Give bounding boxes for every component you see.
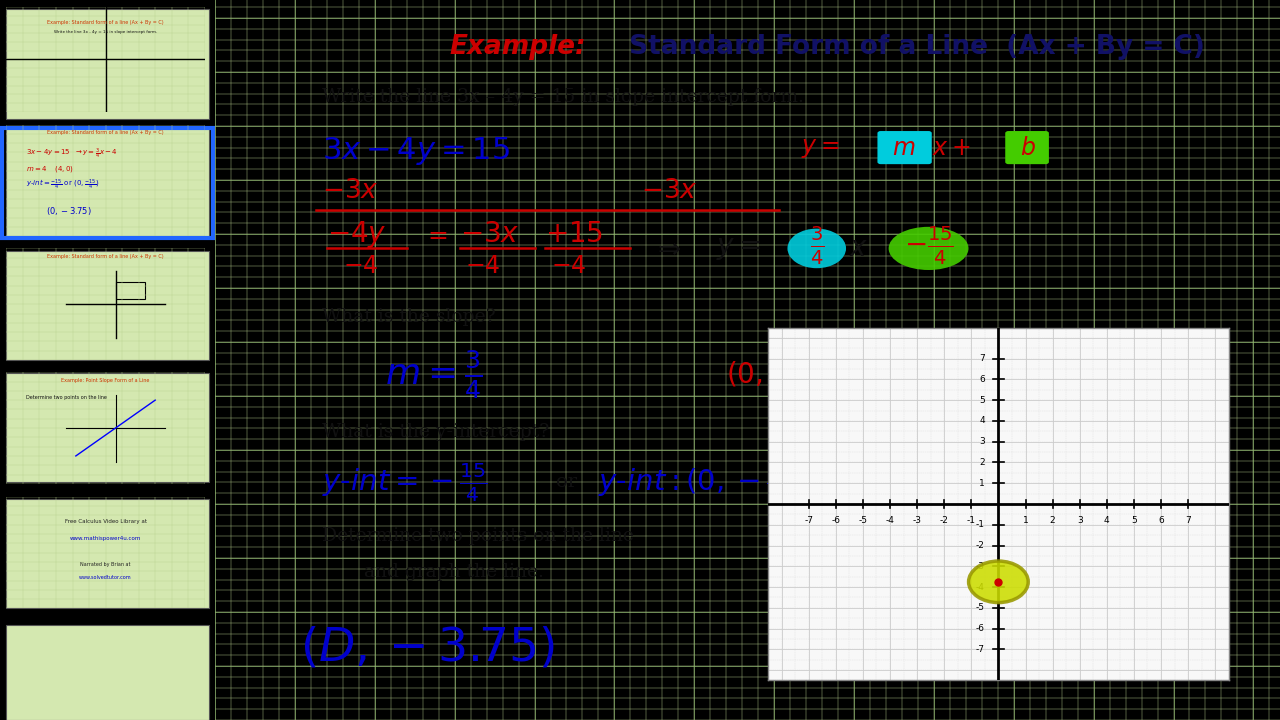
Text: www.mathispower4u.com: www.mathispower4u.com: [70, 536, 141, 541]
Text: Write the line 3x – 4y = 15 in slope intercept form.: Write the line 3x – 4y = 15 in slope int…: [321, 88, 804, 106]
Text: $m$: $m$: [892, 135, 915, 160]
Text: $b$: $b$: [1020, 135, 1036, 160]
Text: -7: -7: [804, 516, 813, 526]
Text: $-\frac{15}{4}$: $-\frac{15}{4}$: [904, 225, 954, 267]
Text: 4: 4: [979, 416, 984, 426]
Text: $(0,-3.75)$: $(0,-3.75)$: [46, 205, 92, 217]
Text: 2: 2: [1050, 516, 1056, 526]
FancyBboxPatch shape: [1005, 131, 1048, 164]
Text: Example: Standard form of a line (Ax + By = C): Example: Standard form of a line (Ax + B…: [47, 254, 164, 259]
Text: $(0,-3.75)$: $(0,-3.75)$: [726, 360, 873, 389]
Text: -3: -3: [913, 516, 922, 526]
Text: 5: 5: [979, 396, 984, 405]
Text: 1: 1: [979, 479, 984, 487]
Text: -1: -1: [966, 516, 975, 526]
Text: Example:: Example:: [449, 34, 586, 60]
Text: 6: 6: [1158, 516, 1164, 526]
Text: $y\text{-}int:(0,-\frac{15}{4})$: $y\text{-}int:(0,-\frac{15}{4})$: [599, 461, 808, 504]
Text: $y = $: $y = $: [801, 135, 840, 160]
Text: 5: 5: [1132, 516, 1137, 526]
FancyBboxPatch shape: [6, 251, 209, 360]
Text: 2: 2: [979, 458, 984, 467]
Text: What is the slope?: What is the slope?: [321, 308, 495, 325]
Text: $y\text{-}int = -\frac{15}{4}$: $y\text{-}int = -\frac{15}{4}$: [321, 461, 488, 504]
Text: $-3x$: $-3x$: [641, 178, 698, 204]
FancyBboxPatch shape: [6, 128, 209, 238]
Text: $y\text{-}int = \frac{-15}{4}$ or $(0,\frac{-15}{4})$: $y\text{-}int = \frac{-15}{4}$ or $(0,\f…: [27, 178, 100, 192]
FancyBboxPatch shape: [6, 373, 209, 482]
Text: $\frac{3}{4}$: $\frac{3}{4}$: [809, 225, 824, 267]
Text: -2: -2: [940, 516, 948, 526]
Text: Narrated by Brian at: Narrated by Brian at: [81, 562, 131, 567]
Text: $3x-4y=15$  $\rightarrow y=\frac{3}{4}x-4$: $3x-4y=15$ $\rightarrow y=\frac{3}{4}x-4…: [27, 147, 118, 161]
Text: $y = $: $y = $: [716, 235, 760, 262]
Text: $-3x$: $-3x$: [460, 220, 520, 248]
Text: $m=4$    $(4,0)$: $m=4$ $(4,0)$: [27, 163, 74, 174]
Text: -6: -6: [831, 516, 840, 526]
Text: $-4$: $-4$: [343, 254, 379, 279]
FancyBboxPatch shape: [878, 131, 932, 164]
Text: www.solvedtutor.com: www.solvedtutor.com: [79, 575, 132, 580]
Text: $+15$: $+15$: [545, 220, 603, 248]
Text: 6: 6: [979, 375, 984, 384]
Text: 4: 4: [1105, 516, 1110, 526]
FancyBboxPatch shape: [6, 625, 209, 720]
Text: -2: -2: [975, 541, 984, 550]
Ellipse shape: [888, 227, 969, 270]
Text: $x$: $x$: [849, 235, 868, 262]
Text: -4: -4: [886, 516, 895, 526]
Text: $( D, -3.75 )$: $( D, -3.75 )$: [301, 626, 556, 670]
Text: -5: -5: [975, 603, 984, 612]
Text: Example: Standard form of a line (Ax + By = C): Example: Standard form of a line (Ax + B…: [47, 130, 164, 135]
Text: $=$: $=$: [422, 222, 448, 246]
Text: $-4$: $-4$: [466, 254, 500, 279]
Text: What is the y-intercept?: What is the y-intercept?: [321, 423, 549, 441]
Text: Determine two points on the line: Determine two points on the line: [321, 527, 634, 546]
Text: $m = \frac{3}{4}$: $m = \frac{3}{4}$: [385, 348, 483, 400]
Ellipse shape: [787, 228, 846, 269]
Text: Standard Form of a Line  (Ax + By = C): Standard Form of a Line (Ax + By = C): [620, 34, 1204, 60]
Text: $-4$: $-4$: [550, 254, 586, 279]
Text: $\Rightarrow$: $\Rightarrow$: [652, 235, 681, 262]
Text: $-3x$: $-3x$: [321, 178, 379, 204]
Text: -3: -3: [975, 562, 984, 571]
Text: 3: 3: [979, 437, 984, 446]
Text: and graph the line.: and graph the line.: [364, 563, 544, 582]
Text: $\mathbf{\mathit{3x - 4y = 15}}$: $\mathbf{\mathit{3x - 4y = 15}}$: [321, 135, 509, 167]
Text: -4: -4: [975, 582, 984, 592]
Ellipse shape: [969, 561, 1028, 603]
Text: $-4y$: $-4y$: [326, 218, 387, 250]
Text: Example: Point Slope Form of a Line: Example: Point Slope Form of a Line: [61, 378, 150, 383]
Bar: [115, 282, 146, 299]
Text: -5: -5: [859, 516, 868, 526]
Text: Write the line 3x - 4y = 15 in slope intercept form.: Write the line 3x - 4y = 15 in slope int…: [54, 30, 157, 34]
Text: Example: Standard form of a line (Ax + By = C): Example: Standard form of a line (Ax + B…: [47, 19, 164, 24]
Text: or: or: [556, 474, 577, 491]
Text: -1: -1: [975, 521, 984, 529]
FancyBboxPatch shape: [6, 499, 209, 608]
Text: 1: 1: [1023, 516, 1028, 526]
Text: Free Calculus Video Library at: Free Calculus Video Library at: [64, 519, 147, 524]
Text: 3: 3: [1076, 516, 1083, 526]
FancyBboxPatch shape: [6, 9, 209, 119]
Text: 7: 7: [979, 354, 984, 363]
Text: 7: 7: [1185, 516, 1190, 526]
Text: -6: -6: [975, 624, 984, 633]
Text: -7: -7: [975, 645, 984, 654]
Text: $x + $: $x + $: [932, 135, 970, 160]
Text: Determine two points on the line: Determine two points on the line: [27, 395, 108, 400]
